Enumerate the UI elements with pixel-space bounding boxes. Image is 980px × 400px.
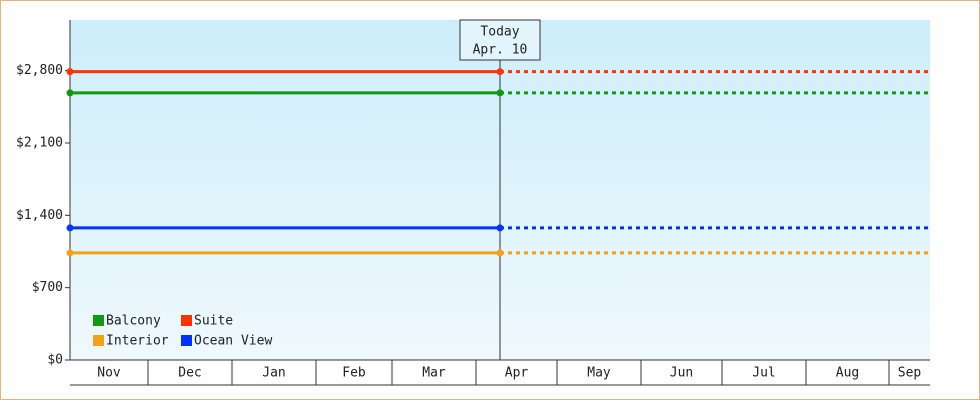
- y-tick-label: $2,100: [16, 135, 63, 150]
- legend-swatch: [93, 315, 104, 326]
- x-tick-label: Dec: [178, 366, 201, 381]
- point: [66, 89, 74, 97]
- x-tick-label: Jun: [670, 366, 693, 381]
- legend-swatch: [181, 335, 192, 346]
- x-tick-label: Sep: [898, 366, 922, 381]
- x-tick-label: May: [587, 366, 611, 381]
- point: [66, 224, 74, 232]
- x-tick-label: Mar: [422, 366, 446, 381]
- point: [66, 68, 74, 76]
- y-tick-label: $0: [47, 353, 63, 368]
- point: [496, 224, 504, 232]
- today-label: Today: [480, 25, 519, 40]
- x-tick-label: Feb: [342, 366, 366, 381]
- x-tick-label: Jan: [262, 366, 285, 381]
- legend-swatch: [93, 335, 104, 346]
- legend-swatch: [181, 315, 192, 326]
- point: [66, 249, 74, 257]
- point: [496, 89, 504, 97]
- today-date: Apr. 10: [473, 43, 528, 58]
- x-tick-label: Nov: [97, 366, 121, 381]
- legend-label: Interior: [106, 334, 169, 349]
- legend-label: Balcony: [106, 314, 161, 329]
- y-tick-label: $2,800: [16, 63, 63, 78]
- today-box: [459, 19, 541, 61]
- y-tick-label: $700: [32, 280, 63, 295]
- point: [496, 68, 504, 76]
- x-tick-label: Apr: [505, 366, 529, 381]
- x-tick-label: Jul: [752, 366, 775, 381]
- legend-label: Ocean View: [194, 334, 272, 349]
- y-tick-label: $1,400: [16, 208, 63, 223]
- x-tick-label: Aug: [836, 366, 859, 381]
- legend-label: Suite: [194, 314, 233, 329]
- point: [496, 249, 504, 257]
